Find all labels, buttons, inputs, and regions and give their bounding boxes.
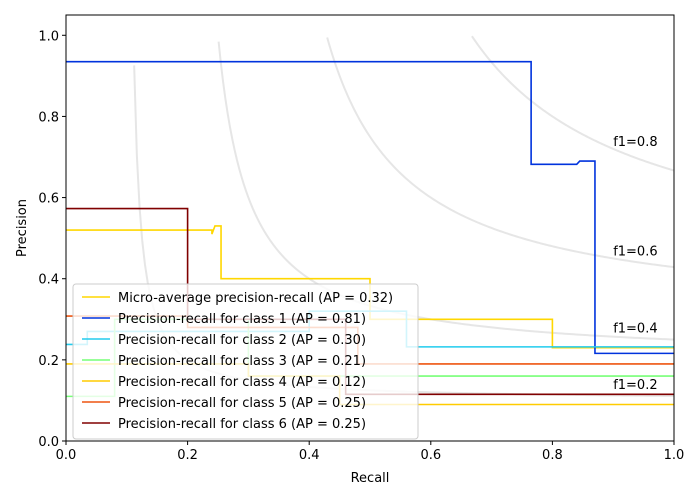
x-tick-label: 0.6 bbox=[420, 448, 441, 463]
y-tick-label: 0.0 bbox=[38, 435, 59, 450]
y-tick-label: 0.8 bbox=[38, 110, 59, 125]
y-tick-label: 0.2 bbox=[38, 354, 59, 369]
legend-box bbox=[72, 283, 419, 440]
y-tick-label: 0.4 bbox=[38, 273, 59, 288]
iso-f1-curve bbox=[326, 37, 674, 269]
x-tick-label: 0.0 bbox=[56, 448, 77, 463]
legend-label: Precision-recall for class 1 (AP = 0.81) bbox=[118, 312, 366, 327]
legend-label: Precision-recall for class 6 (AP = 0.25) bbox=[118, 417, 366, 432]
x-tick-label: 1.0 bbox=[664, 448, 685, 463]
legend-label: Precision-recall for class 3 (AP = 0.21) bbox=[118, 354, 366, 369]
legend-label: Precision-recall for class 4 (AP = 0.12) bbox=[118, 375, 366, 390]
legend-label: Precision-recall for class 2 (AP = 0.30) bbox=[118, 333, 366, 348]
y-tick-label: 0.6 bbox=[38, 192, 59, 207]
x-axis-label: Recall bbox=[351, 471, 390, 486]
iso-f1-label: f1=0.4 bbox=[613, 321, 657, 336]
iso-f1-curve bbox=[217, 41, 674, 341]
x-tick-label: 0.8 bbox=[542, 448, 563, 463]
x-tick-label: 0.2 bbox=[177, 448, 198, 463]
pr-curve bbox=[66, 60, 674, 355]
pr-curve bbox=[66, 225, 674, 349]
legend-label: Precision-recall for class 5 (AP = 0.25) bbox=[118, 396, 366, 411]
iso-f1-label: f1=0.6 bbox=[613, 244, 657, 259]
plot-frame bbox=[65, 14, 675, 442]
iso-f1-label: f1=0.2 bbox=[613, 378, 657, 393]
legend-label: Micro-average precision-recall (AP = 0.3… bbox=[118, 291, 393, 306]
y-axis-label: Precision bbox=[15, 199, 30, 257]
iso-f1-label: f1=0.8 bbox=[613, 135, 657, 150]
y-tick-label: 1.0 bbox=[38, 29, 59, 44]
iso-f1-curve bbox=[471, 35, 674, 172]
x-tick-label: 0.4 bbox=[299, 448, 320, 463]
